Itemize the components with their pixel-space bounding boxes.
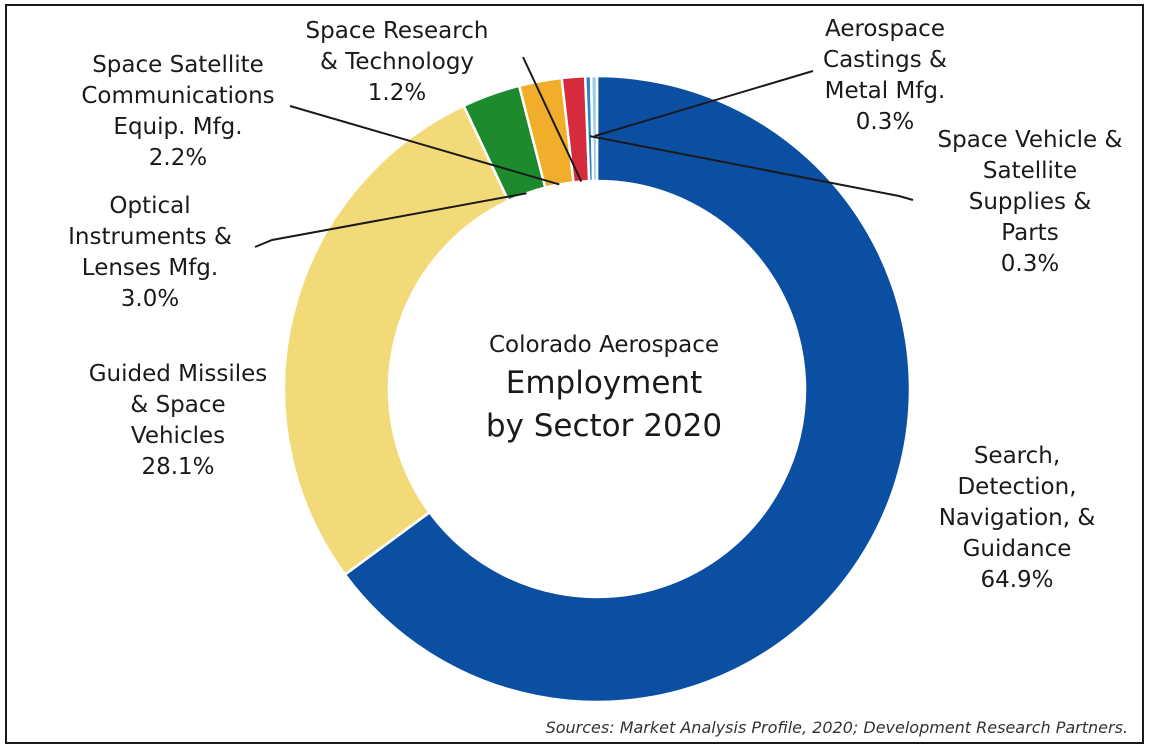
donut-slices bbox=[282, 74, 912, 704]
slice-label-4: Space Research & Technology 1.2% bbox=[306, 18, 489, 106]
slice-label-2: Optical Instruments & Lenses Mfg. 3.0% bbox=[68, 193, 232, 312]
source-note: Sources: Market Analysis Profile, 2020; … bbox=[546, 718, 1128, 737]
title-line-2: Employment bbox=[506, 365, 702, 401]
leader-line-3 bbox=[289, 105, 560, 186]
slice-label-1: Guided Missiles & Space Vehicles 28.1% bbox=[89, 361, 268, 480]
slice-labels: Search, Detection, Navigation, & Guidance 64… bbox=[68, 16, 1122, 593]
slice-label-3: Space Satellite Communications Equip. Mfg.… bbox=[81, 52, 274, 171]
chart-title: Colorado Aerospace Employment by Sector 20… bbox=[486, 332, 722, 444]
title-line-1: Colorado Aerospace bbox=[489, 332, 719, 358]
leader-line-6 bbox=[594, 70, 814, 137]
slice-1 bbox=[282, 104, 511, 577]
leader-line-2 bbox=[254, 192, 527, 248]
title-line-3: by Sector 2020 bbox=[486, 408, 722, 444]
slice-label-5: Space Vehicle & Satellite Supplies & Parts 0… bbox=[938, 127, 1123, 277]
leader-lines bbox=[254, 56, 914, 248]
leader-line-5 bbox=[589, 135, 914, 201]
leader-line-4 bbox=[522, 56, 583, 183]
slice-6 bbox=[589, 74, 599, 183]
slice-label-6: Aerospace Castings & Metal Mfg. 0.3% bbox=[823, 16, 947, 135]
slice-0 bbox=[343, 74, 912, 704]
slice-label-0: Search, Detection, Navigation, & Guidance 64… bbox=[939, 443, 1096, 593]
